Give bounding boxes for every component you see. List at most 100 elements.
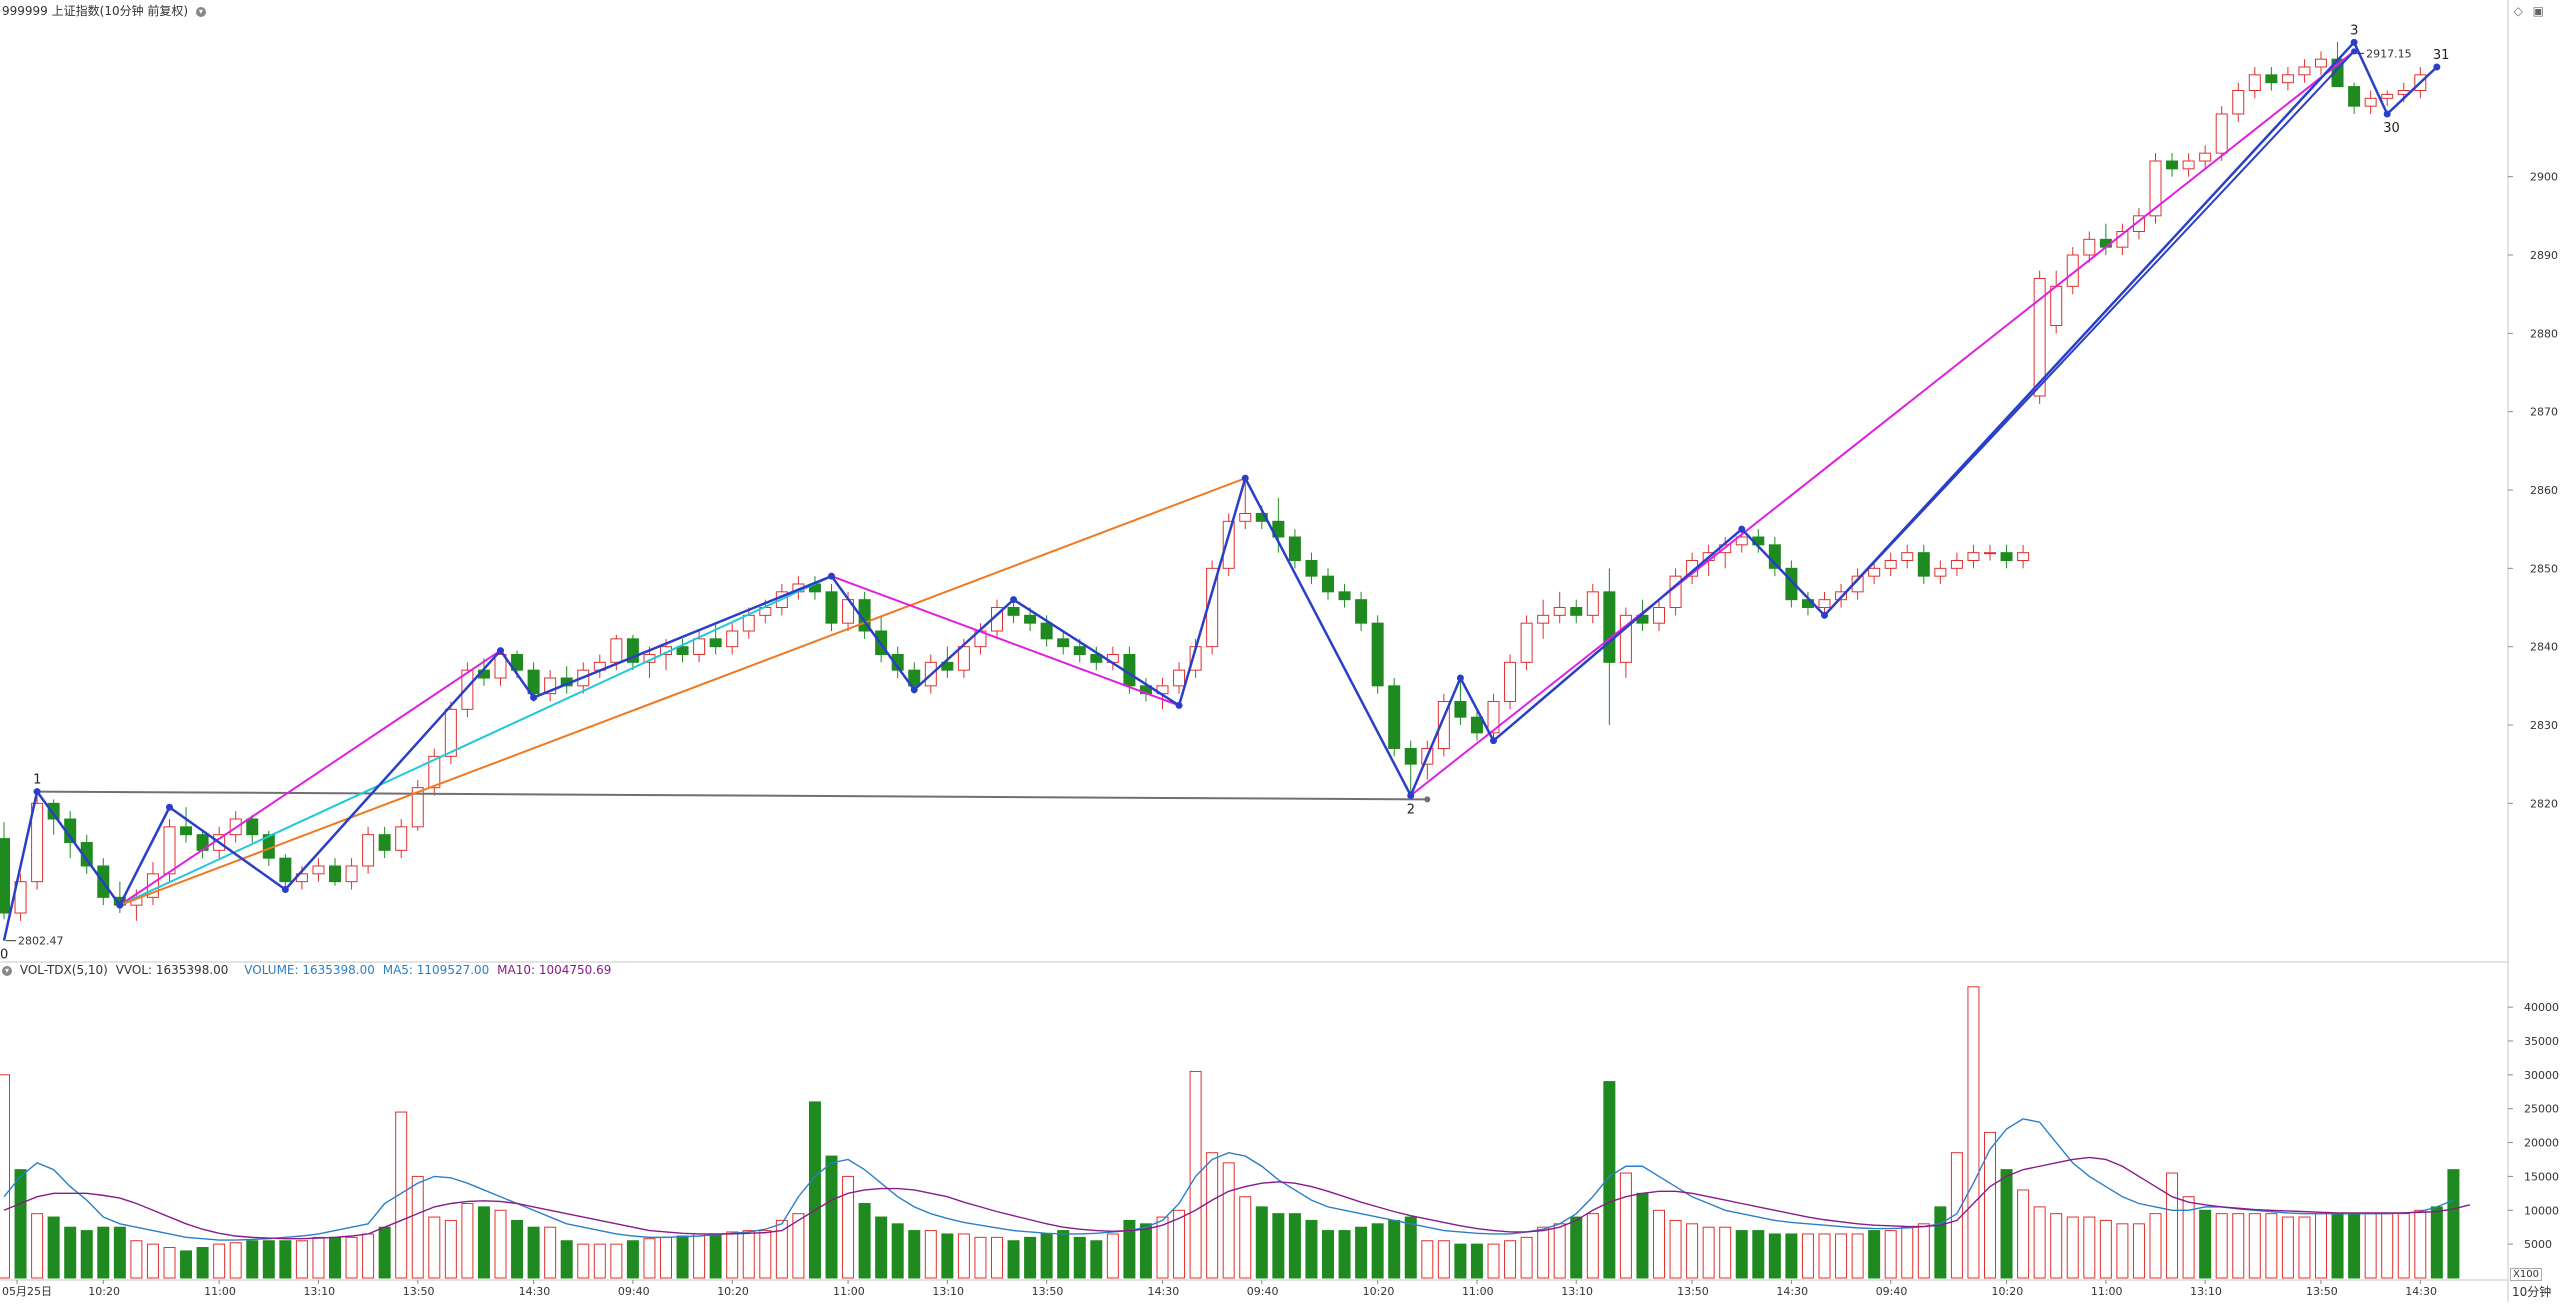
volume-bar bbox=[2265, 1213, 2278, 1279]
volume-bar bbox=[444, 1219, 457, 1279]
candle-body bbox=[825, 591, 838, 624]
candle-body bbox=[362, 834, 375, 867]
volume-bar bbox=[378, 1226, 391, 1279]
volume-bar bbox=[1305, 1219, 1318, 1279]
wave-segment bbox=[1740, 528, 1826, 617]
candle-body bbox=[891, 654, 904, 671]
candle-body bbox=[726, 630, 739, 648]
volume-bar bbox=[693, 1233, 706, 1279]
candle-body bbox=[2315, 58, 2327, 68]
low-price-marker: 2802.47 bbox=[18, 935, 64, 948]
volume-bar bbox=[1603, 1081, 1616, 1279]
candle-body bbox=[2381, 93, 2394, 99]
high-price-marker: 2917.15 bbox=[2366, 47, 2412, 60]
candle-body bbox=[180, 826, 193, 836]
volume-bar bbox=[97, 1226, 110, 1279]
volume-bar bbox=[759, 1230, 772, 1279]
candle-body bbox=[511, 654, 524, 671]
volume-bar bbox=[1868, 1230, 1881, 1279]
volume-bar bbox=[1040, 1233, 1053, 1279]
candle-body bbox=[610, 638, 623, 663]
volume-bar bbox=[1504, 1240, 1517, 1279]
volume-bar bbox=[775, 1219, 788, 1279]
wave-segment bbox=[118, 806, 171, 906]
volume-axis-label: 5000 bbox=[2524, 1238, 2552, 1251]
period-selector[interactable]: 10分钟 bbox=[2512, 1285, 2552, 1299]
volume-bar bbox=[279, 1240, 292, 1279]
price-axis-label: 2890 bbox=[2530, 249, 2558, 262]
wave-segment bbox=[168, 806, 287, 891]
candle-body bbox=[2033, 278, 2046, 397]
candle-body bbox=[345, 865, 358, 883]
volume-bar bbox=[1454, 1243, 1467, 1279]
ma10-line bbox=[3, 1156, 2471, 1240]
volume-bar bbox=[643, 1238, 656, 1279]
volume-bar bbox=[312, 1236, 325, 1279]
candle-body bbox=[1735, 536, 1748, 546]
wave-segment bbox=[2, 791, 39, 941]
volume-bar bbox=[2215, 1213, 2228, 1279]
volume-bar bbox=[1123, 1219, 1136, 1279]
volume-bar bbox=[2430, 1206, 2443, 1279]
volume-bar bbox=[262, 1240, 275, 1279]
candle-body bbox=[1917, 552, 1930, 577]
wave-segment bbox=[2386, 66, 2438, 115]
candle-body bbox=[693, 638, 706, 655]
wave-segment bbox=[36, 790, 121, 906]
volume-bar bbox=[1388, 1219, 1401, 1279]
candle-body bbox=[709, 638, 722, 648]
candle-body bbox=[1255, 513, 1268, 522]
time-axis-label: 13:50 bbox=[2306, 1285, 2338, 1298]
volume-bar bbox=[163, 1247, 176, 1279]
wave-label: 31 bbox=[2433, 48, 2450, 63]
time-axis-label: 13:50 bbox=[403, 1285, 435, 1298]
candle-body bbox=[2281, 74, 2294, 84]
candle-body bbox=[1619, 614, 1632, 663]
volume-bar bbox=[1669, 1219, 1682, 1279]
volume-bar bbox=[1007, 1240, 1020, 1279]
volume-bar bbox=[1487, 1243, 1500, 1279]
candle-body bbox=[2265, 74, 2278, 84]
candle-body bbox=[1470, 716, 1483, 734]
time-axis-label: 10:20 bbox=[1992, 1285, 2024, 1298]
price-axis-label: 2870 bbox=[2530, 406, 2558, 419]
chevron-down-icon[interactable]: ▾ bbox=[195, 6, 206, 17]
volume-bar bbox=[461, 1203, 474, 1279]
ma5-value: MA5: 1109527.00 bbox=[382, 963, 490, 977]
chevron-down-icon[interactable]: ▾ bbox=[2, 965, 12, 976]
trend-line bbox=[1410, 50, 2355, 797]
diamond-icon[interactable]: ◇ bbox=[2513, 4, 2523, 18]
wave-label: 3 bbox=[2350, 23, 2358, 38]
candle-body bbox=[461, 669, 474, 710]
candle-body bbox=[1504, 661, 1517, 702]
time-axis-label: 14:30 bbox=[1148, 1285, 1180, 1298]
volume-bar bbox=[792, 1213, 805, 1279]
wave-arrowhead bbox=[2433, 63, 2441, 71]
volume-bar bbox=[1801, 1233, 1814, 1279]
volume-bar bbox=[858, 1203, 871, 1279]
candle-body bbox=[1868, 567, 1881, 577]
volume-bar bbox=[0, 1074, 10, 1279]
time-axis-label: 10:20 bbox=[1363, 1285, 1395, 1298]
candle-body bbox=[2050, 285, 2063, 327]
volume-bar bbox=[1984, 1131, 1996, 1279]
candle-body bbox=[1371, 622, 1384, 687]
volume-bar bbox=[2017, 1189, 2030, 1279]
wave-label: 2 bbox=[1407, 803, 1415, 818]
volume-bar bbox=[941, 1233, 954, 1279]
volume-bar bbox=[1239, 1196, 1252, 1279]
volume-bar bbox=[808, 1101, 821, 1279]
wave-segment bbox=[1823, 41, 2356, 617]
candle-body bbox=[1040, 622, 1053, 640]
volume-bar bbox=[1090, 1240, 1103, 1279]
window-icon[interactable]: ▣ bbox=[2532, 4, 2544, 18]
volume-bar bbox=[511, 1219, 524, 1279]
volume-bar bbox=[64, 1226, 77, 1279]
stock-code: 999999 bbox=[2, 4, 48, 18]
volume-bar bbox=[1735, 1230, 1748, 1279]
volume-bar bbox=[1901, 1226, 1914, 1279]
candle-body bbox=[1785, 567, 1798, 601]
volume-bar bbox=[908, 1230, 921, 1279]
candle-body bbox=[2182, 160, 2195, 170]
